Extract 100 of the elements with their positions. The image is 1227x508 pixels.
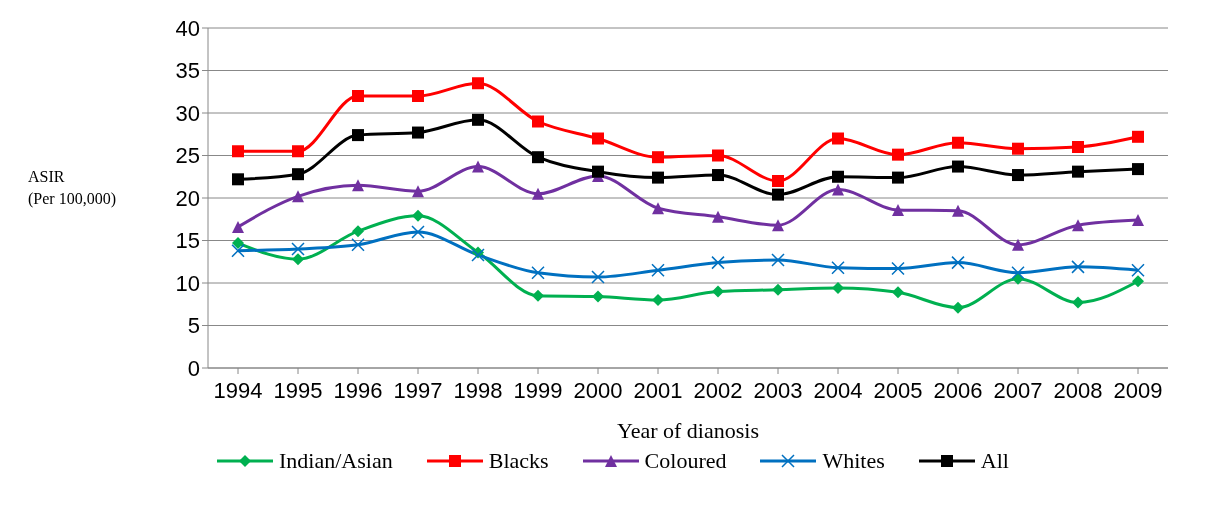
x-axis-title: Year of dianosis: [617, 418, 759, 443]
point: [712, 285, 724, 298]
point: [1132, 214, 1144, 227]
x-tick-label: 2008: [1053, 377, 1103, 403]
x-tick-label: 2003: [753, 377, 803, 403]
point: [712, 210, 724, 223]
point: [1072, 165, 1084, 178]
point: [292, 190, 304, 203]
point: [652, 202, 664, 215]
point: [532, 151, 544, 164]
point: [891, 261, 905, 276]
y-tick-label: 25: [175, 143, 200, 169]
point: [232, 220, 244, 233]
point: [832, 183, 844, 196]
x-tick-label: 2000: [573, 377, 623, 403]
point: [892, 203, 904, 216]
legend-label: Whites: [822, 448, 885, 474]
point: [291, 242, 305, 256]
point: [652, 151, 664, 164]
x-tick-label: 1998: [453, 377, 503, 403]
point: [292, 145, 304, 158]
point: [771, 253, 785, 267]
point: [892, 148, 904, 161]
point: [232, 237, 244, 250]
y-tick-label: 0: [187, 355, 200, 381]
point: [952, 160, 964, 173]
point: [412, 185, 424, 198]
point: [412, 126, 424, 139]
point: [351, 238, 365, 252]
point: [591, 270, 605, 284]
point: [412, 90, 424, 102]
point: [651, 263, 665, 277]
point: [892, 171, 904, 184]
point: [592, 290, 604, 303]
point: [232, 173, 244, 186]
point: [1131, 263, 1145, 277]
point: [711, 255, 725, 270]
x-tick-label: 2002: [693, 377, 743, 403]
point: [531, 266, 545, 280]
point: [1071, 260, 1085, 274]
x-tick-label: 1995: [273, 377, 323, 403]
point: [532, 289, 544, 302]
point: [1012, 169, 1024, 182]
point: [952, 136, 964, 149]
point: [472, 160, 484, 173]
y-tick-label: 35: [175, 58, 200, 84]
point: [772, 283, 784, 296]
legend-label: Coloured: [644, 448, 727, 474]
y-tick-label: 30: [175, 100, 200, 126]
x-tick-label: 2007: [993, 377, 1043, 403]
point: [1132, 130, 1144, 143]
point: [652, 171, 664, 184]
x-tick-label: 2001: [633, 377, 683, 403]
point: [1011, 266, 1025, 280]
x-tick-label: 2005: [873, 377, 923, 403]
y-tick-label: 10: [175, 270, 200, 296]
y-tick-label: 20: [175, 185, 200, 211]
y-axis-title: ASIR (Per 100,000): [28, 167, 116, 210]
point: [532, 115, 544, 128]
point: [1012, 142, 1024, 155]
point: [1072, 141, 1084, 153]
point: [772, 219, 784, 232]
point: [832, 170, 844, 183]
point: [532, 187, 544, 200]
x-tick-label: 2006: [933, 377, 983, 403]
y-tick-label: 5: [187, 313, 200, 339]
x-tick-label: 1999: [513, 377, 563, 403]
point: [832, 132, 844, 145]
point: [951, 255, 965, 270]
point: [1072, 296, 1084, 309]
point: [772, 188, 784, 201]
legend-label: Blacks: [488, 448, 549, 474]
point: [292, 168, 304, 181]
point: [231, 243, 245, 258]
point: [592, 165, 604, 178]
y-tick-label: 15: [175, 228, 200, 254]
point: [1072, 219, 1084, 232]
point: [352, 179, 364, 192]
point: [1132, 275, 1144, 288]
point: [832, 282, 844, 295]
point: [592, 132, 604, 145]
x-tick-label: 2009: [1113, 377, 1163, 403]
point: [412, 209, 424, 222]
point: [712, 169, 724, 182]
point: [292, 253, 304, 266]
point: [472, 113, 484, 126]
point: [352, 129, 364, 142]
point: [1132, 163, 1144, 176]
point: [352, 225, 364, 238]
legend-label: All: [980, 448, 1009, 474]
point: [1012, 238, 1024, 251]
point: [831, 260, 845, 275]
point: [411, 225, 425, 239]
x-tick-label: 2004: [813, 377, 863, 403]
point: [232, 145, 244, 158]
y-tick-label: 40: [175, 15, 200, 41]
x-tick-label: 1996: [333, 377, 383, 403]
point: [652, 294, 664, 306]
x-tick-label: 1997: [393, 377, 443, 403]
point: [352, 90, 364, 102]
